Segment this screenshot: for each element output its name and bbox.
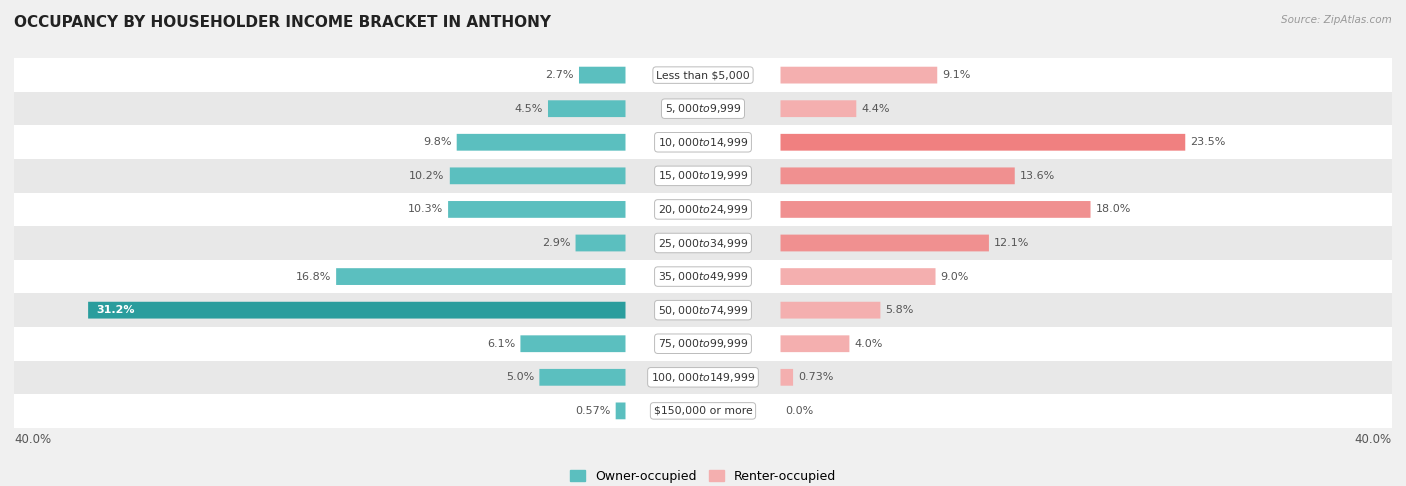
Text: 12.1%: 12.1% xyxy=(994,238,1029,248)
Bar xyxy=(780,201,1091,218)
Text: OCCUPANCY BY HOUSEHOLDER INCOME BRACKET IN ANTHONY: OCCUPANCY BY HOUSEHOLDER INCOME BRACKET … xyxy=(14,15,551,30)
Text: $25,000 to $34,999: $25,000 to $34,999 xyxy=(658,237,748,249)
Text: $150,000 or more: $150,000 or more xyxy=(654,406,752,416)
Bar xyxy=(780,67,938,84)
Text: $100,000 to $149,999: $100,000 to $149,999 xyxy=(651,371,755,384)
Text: 2.9%: 2.9% xyxy=(541,238,571,248)
Text: 0.57%: 0.57% xyxy=(575,406,610,416)
Text: $15,000 to $19,999: $15,000 to $19,999 xyxy=(658,169,748,182)
Bar xyxy=(14,159,1392,192)
Text: 6.1%: 6.1% xyxy=(486,339,515,349)
Text: 0.73%: 0.73% xyxy=(799,372,834,382)
Bar xyxy=(616,402,626,419)
Text: 5.8%: 5.8% xyxy=(886,305,914,315)
Bar xyxy=(14,92,1392,125)
Bar xyxy=(457,134,626,151)
Bar xyxy=(780,302,880,318)
Bar xyxy=(449,201,626,218)
Bar xyxy=(575,235,626,251)
Text: 9.1%: 9.1% xyxy=(942,70,970,80)
Bar xyxy=(450,168,626,184)
Text: 4.0%: 4.0% xyxy=(855,339,883,349)
Text: 4.4%: 4.4% xyxy=(862,104,890,114)
Text: $5,000 to $9,999: $5,000 to $9,999 xyxy=(665,102,741,115)
Bar xyxy=(336,268,626,285)
Text: 10.2%: 10.2% xyxy=(409,171,444,181)
Text: 0.0%: 0.0% xyxy=(786,406,814,416)
Text: 16.8%: 16.8% xyxy=(295,272,330,281)
Text: Source: ZipAtlas.com: Source: ZipAtlas.com xyxy=(1281,15,1392,25)
Bar xyxy=(780,369,793,386)
Text: 9.0%: 9.0% xyxy=(941,272,969,281)
Text: $20,000 to $24,999: $20,000 to $24,999 xyxy=(658,203,748,216)
Text: 4.5%: 4.5% xyxy=(515,104,543,114)
Text: 2.7%: 2.7% xyxy=(546,70,574,80)
Text: Less than $5,000: Less than $5,000 xyxy=(657,70,749,80)
Bar xyxy=(780,134,1185,151)
Text: 9.8%: 9.8% xyxy=(423,137,451,147)
Text: 31.2%: 31.2% xyxy=(97,305,135,315)
Text: $10,000 to $14,999: $10,000 to $14,999 xyxy=(658,136,748,149)
Bar xyxy=(780,100,856,117)
Bar xyxy=(14,260,1392,294)
Bar xyxy=(14,361,1392,394)
Bar xyxy=(14,394,1392,428)
Text: 18.0%: 18.0% xyxy=(1095,205,1130,214)
Text: $35,000 to $49,999: $35,000 to $49,999 xyxy=(658,270,748,283)
Bar xyxy=(579,67,626,84)
Bar xyxy=(14,58,1392,92)
Bar xyxy=(540,369,626,386)
Bar xyxy=(780,235,988,251)
Legend: Owner-occupied, Renter-occupied: Owner-occupied, Renter-occupied xyxy=(565,465,841,486)
Bar xyxy=(89,302,626,318)
Bar xyxy=(520,335,626,352)
Text: 10.3%: 10.3% xyxy=(408,205,443,214)
Bar xyxy=(14,226,1392,260)
Text: 5.0%: 5.0% xyxy=(506,372,534,382)
Text: 13.6%: 13.6% xyxy=(1019,171,1054,181)
Text: 40.0%: 40.0% xyxy=(14,433,51,446)
Bar xyxy=(780,268,935,285)
Text: $50,000 to $74,999: $50,000 to $74,999 xyxy=(658,304,748,317)
Bar xyxy=(14,294,1392,327)
Bar xyxy=(780,168,1015,184)
Bar xyxy=(780,335,849,352)
Bar xyxy=(14,327,1392,361)
Text: 40.0%: 40.0% xyxy=(1355,433,1392,446)
Bar xyxy=(14,192,1392,226)
Bar xyxy=(548,100,626,117)
Text: $75,000 to $99,999: $75,000 to $99,999 xyxy=(658,337,748,350)
Text: 23.5%: 23.5% xyxy=(1191,137,1226,147)
Bar xyxy=(14,125,1392,159)
